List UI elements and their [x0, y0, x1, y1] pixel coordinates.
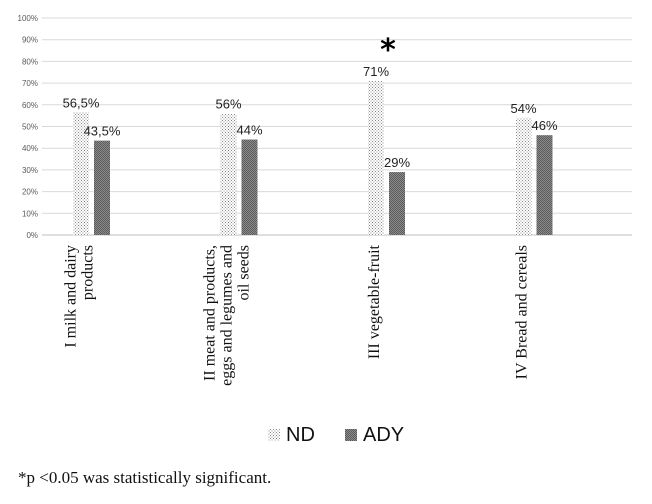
category-label: I milk and dairyproducts: [63, 245, 97, 348]
y-axis-ticks: 0% 10% 20% 30% 40% 50% 60% 70% 80% 90% 100%: [18, 14, 38, 240]
data-label: 56%: [215, 96, 241, 111]
bar-ady: [536, 135, 553, 235]
data-label: 44%: [236, 123, 262, 138]
data-label: 43,5%: [84, 124, 121, 139]
category-labels: I milk and dairyproducts II meat and prod…: [63, 244, 531, 385]
y-tick-label: 0%: [26, 231, 38, 240]
y-tick-label: 90%: [22, 36, 38, 45]
y-tick-label: 10%: [22, 209, 38, 218]
legend-swatch-nd: [268, 429, 280, 441]
data-label: 46%: [531, 118, 557, 133]
category-label-line: IV Bread and cereals: [514, 245, 531, 379]
footnote: *p <0.05 was statistically significant.: [18, 468, 272, 487]
bar-nd: [73, 112, 89, 235]
legend-label: ND: [286, 424, 315, 446]
category-label-line: eggs and legumes and: [219, 245, 236, 386]
category-label-line: oil seeds: [236, 245, 253, 301]
y-tick-label: 70%: [22, 79, 38, 88]
category-label: II meat and products,eggs and legumes an…: [202, 245, 253, 386]
bar-ady: [94, 140, 110, 235]
bar-ady: [241, 139, 258, 235]
y-tick-label: 60%: [22, 101, 38, 110]
category-label-line: products: [80, 245, 97, 300]
bar-ady: [389, 172, 405, 235]
y-tick-label: 40%: [22, 144, 38, 153]
category-label-line: III vegetable-fruit: [366, 244, 383, 359]
category-label-line: II meat and products,: [202, 245, 219, 381]
legend: ND ADY: [268, 424, 404, 446]
data-labels: 56,5% 43,5% 56% 44% 71% 29% 54% 46%: [63, 64, 558, 170]
category-label: IV Bread and cereals: [514, 245, 531, 379]
data-label: 54%: [510, 101, 536, 116]
gridlines: [42, 17, 632, 236]
y-tick-label: 50%: [22, 123, 38, 132]
bar-nd: [515, 117, 532, 235]
bar-nd: [368, 80, 384, 236]
category-label-line: I milk and dairy: [63, 245, 80, 348]
data-label: 56,5%: [63, 95, 100, 110]
y-tick-label: 30%: [22, 166, 38, 175]
y-tick-label: 100%: [18, 14, 38, 23]
y-tick-label: 80%: [22, 57, 38, 66]
significance-markers: *: [380, 33, 396, 68]
y-tick-label: 20%: [22, 188, 38, 197]
bar-chart: 0% 10% 20% 30% 40% 50% 60% 70% 80% 90% 100% 56,5% 4…: [18, 14, 632, 446]
legend-swatch-ady: [345, 429, 357, 441]
data-label: 29%: [384, 155, 410, 170]
significance-star: *: [380, 33, 396, 68]
category-label: III vegetable-fruit: [366, 244, 383, 359]
bars: [73, 80, 553, 236]
bar-nd: [220, 113, 237, 235]
legend-label: ADY: [363, 424, 404, 446]
data-label: 71%: [363, 64, 389, 79]
